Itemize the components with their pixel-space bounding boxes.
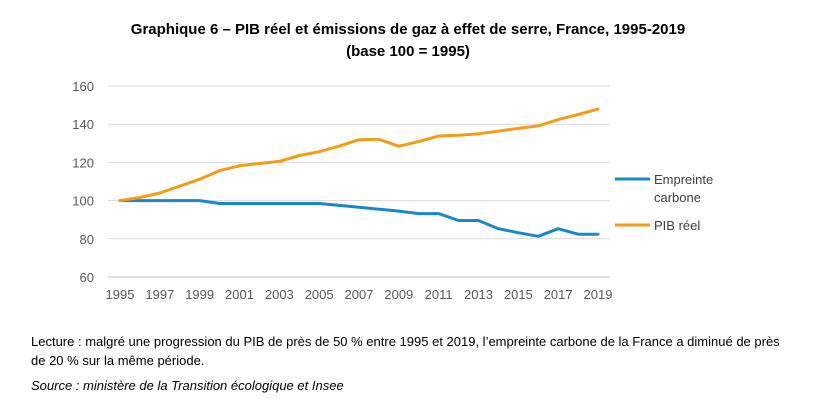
gridlines (108, 85, 610, 278)
series-lines (118, 107, 600, 238)
legend-label: carbone (654, 190, 701, 205)
chart-title: Graphique 6 – PIB réel et émissions de g… (130, 21, 686, 38)
x-tick-label: 1995 (106, 287, 135, 302)
reading-note: Lecture : malgré une progression du PIB … (31, 334, 780, 368)
x-tick-label: 2001 (225, 287, 254, 302)
x-tick-label: 1999 (185, 287, 214, 302)
x-tick-label: 2005 (305, 287, 334, 302)
x-tick-label: 1997 (145, 287, 174, 302)
x-tick-label: 2017 (544, 287, 573, 302)
chart-subtitle: (base 100 = 1995) (346, 43, 470, 60)
x-axis-tick-labels: 1995 1997 1999 2001 2003 2005 2007 2009 2011 2013… (106, 287, 613, 302)
series-line-empreinte-carbone (118, 199, 600, 238)
legend-label: Empreinte (654, 172, 713, 187)
x-tick-label: 2011 (425, 287, 453, 302)
y-tick-label: 140 (72, 117, 94, 132)
x-tick-label: 2007 (345, 287, 374, 302)
y-tick-label: 100 (72, 194, 94, 209)
source-note: Source : ministère de la Transition écol… (31, 378, 344, 393)
line-chart: 60 80 100 120 140 160 1995 1997 1999 2001 2003 200… (72, 79, 713, 302)
y-tick-label: 60 (80, 270, 94, 285)
y-tick-label: 120 (72, 155, 94, 170)
x-tick-label: 2015 (504, 287, 533, 302)
y-tick-label: 160 (72, 79, 94, 94)
y-tick-label: 80 (80, 232, 94, 247)
x-tick-label: 2003 (265, 287, 294, 302)
series-line-pib-reel (118, 107, 600, 203)
legend: Empreinte carbone PIB réel (615, 172, 713, 233)
x-tick-label: 2009 (384, 287, 413, 302)
legend-label: PIB réel (654, 218, 700, 233)
x-tick-label: 2013 (464, 287, 493, 302)
x-tick-label: 2019 (584, 287, 613, 302)
y-axis-tick-labels: 60 80 100 120 140 160 (72, 79, 94, 285)
